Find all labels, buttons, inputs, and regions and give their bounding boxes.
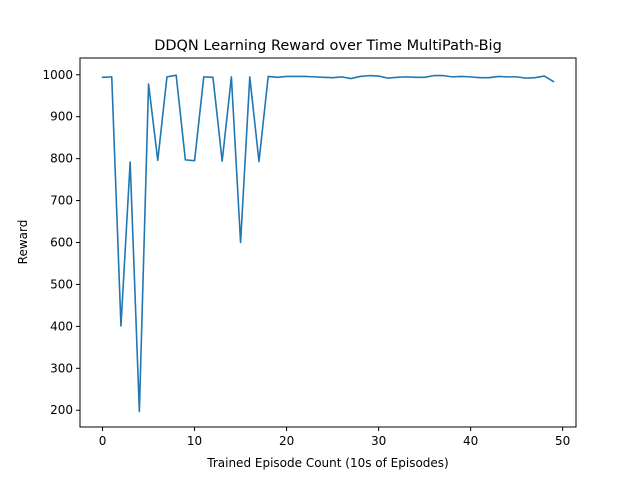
y-tick-label: 1000 (42, 68, 73, 82)
y-axis-label: Reward (16, 220, 30, 265)
y-tick-label: 200 (50, 403, 73, 417)
x-tick-label: 0 (99, 434, 107, 448)
x-tick-label: 20 (279, 434, 294, 448)
y-tick-label: 700 (50, 194, 73, 208)
x-axis-ticks: 0 10 20 30 40 50 (99, 427, 570, 448)
x-tick-label: 10 (187, 434, 202, 448)
x-tick-label: 30 (371, 434, 386, 448)
y-tick-label: 400 (50, 319, 73, 333)
y-tick-label: 500 (50, 277, 73, 291)
x-tick-label: 50 (555, 434, 570, 448)
x-tick-label: 40 (463, 434, 478, 448)
chart-title: DDQN Learning Reward over Time MultiPath… (154, 38, 502, 54)
y-tick-label: 300 (50, 361, 73, 375)
series-line (101, 74, 555, 413)
plot-area (101, 74, 555, 413)
y-tick-label: 800 (50, 152, 73, 166)
y-tick-label: 600 (50, 236, 73, 250)
y-axis-ticks: 200 300 400 500 600 700 800 900 1000 (42, 68, 80, 417)
x-axis-label: Trained Episode Count (10s of Episodes) (206, 456, 448, 470)
y-tick-label: 900 (50, 110, 73, 124)
